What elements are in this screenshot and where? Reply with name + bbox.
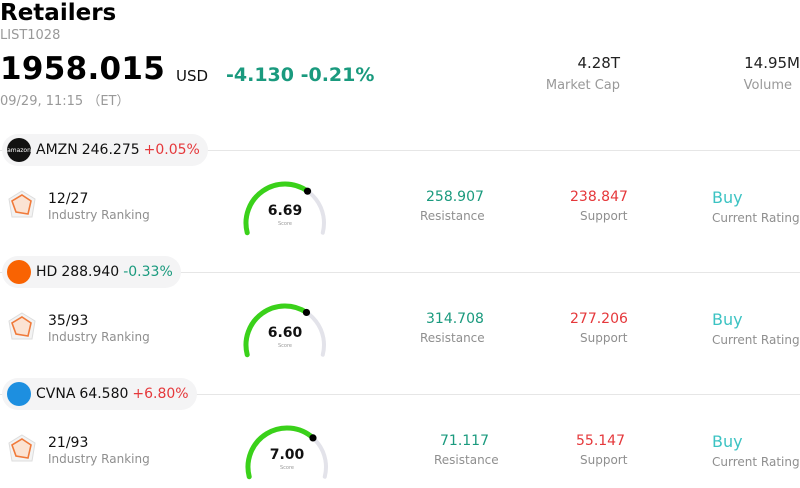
currency-label: USD bbox=[176, 67, 209, 85]
price-change: -4.130 -0.21% bbox=[226, 64, 374, 86]
volume-value: 14.95M bbox=[744, 54, 800, 72]
industry-rank-value: 21/93 bbox=[48, 435, 89, 451]
resistance-value: 258.907 bbox=[426, 189, 484, 205]
section-divider bbox=[0, 394, 800, 395]
industry-rank-value: 12/27 bbox=[48, 191, 89, 207]
price-change-value: -4.130 bbox=[226, 64, 294, 86]
stock-change: +6.80% bbox=[132, 386, 189, 402]
industry-rank-label: Industry Ranking bbox=[48, 330, 150, 344]
company-logo-icon bbox=[7, 382, 31, 406]
company-logo-icon bbox=[7, 260, 31, 284]
support-value: 55.147 bbox=[576, 433, 625, 449]
rating-value[interactable]: Buy bbox=[712, 432, 743, 451]
score-value: 6.69 bbox=[268, 203, 303, 219]
stock-ticker: HD bbox=[36, 264, 58, 280]
support-value: 277.206 bbox=[570, 311, 628, 327]
gauge-fill bbox=[243, 181, 311, 236]
rating-value[interactable]: Buy bbox=[712, 188, 743, 207]
rating-label: Current Rating bbox=[712, 211, 800, 225]
stock-pill[interactable]: HD 288.940 -0.33% bbox=[2, 256, 181, 288]
score-value: 7.00 bbox=[270, 447, 305, 463]
resistance-label: Resistance bbox=[420, 209, 485, 223]
score-label: Score bbox=[280, 465, 294, 471]
price-change-pct: -0.21% bbox=[300, 64, 375, 86]
gauge-fill bbox=[245, 425, 316, 480]
industry-rank-value: 35/93 bbox=[48, 313, 89, 329]
stock-pill[interactable]: amazon AMZN 246.275 +0.05% bbox=[2, 134, 208, 166]
resistance-label: Resistance bbox=[420, 331, 485, 345]
section-divider bbox=[0, 272, 800, 273]
rating-label: Current Rating bbox=[712, 333, 800, 347]
list-code: LIST1028 bbox=[0, 28, 61, 43]
gauge-marker bbox=[303, 187, 312, 195]
page-title: Retailers bbox=[0, 0, 117, 26]
stock-price: 288.940 bbox=[61, 264, 120, 280]
company-logo-text: amazon bbox=[7, 146, 31, 154]
gauge-fill bbox=[243, 303, 309, 358]
support-value: 238.847 bbox=[570, 189, 628, 205]
index-price: 1958.015 bbox=[0, 51, 166, 87]
gauge-marker bbox=[302, 308, 311, 317]
timestamp: 09/29, 11:15 （ET） bbox=[0, 94, 130, 109]
ranking-radar-icon bbox=[8, 312, 36, 340]
stock-price: 64.580 bbox=[79, 386, 129, 402]
market-cap-value: 4.28T bbox=[577, 54, 620, 72]
support-label: Support bbox=[580, 453, 628, 467]
score-label: Score bbox=[278, 343, 292, 349]
stock-change: -0.33% bbox=[123, 264, 173, 280]
ranking-radar-icon bbox=[8, 434, 36, 462]
ranking-radar-icon bbox=[8, 190, 36, 218]
resistance-value: 314.708 bbox=[426, 311, 484, 327]
company-logo-icon: amazon bbox=[7, 138, 31, 162]
score-value: 6.60 bbox=[268, 325, 303, 341]
volume-label: Volume bbox=[743, 78, 792, 93]
industry-rank-label: Industry Ranking bbox=[48, 208, 150, 222]
support-label: Support bbox=[580, 331, 628, 345]
rating-label: Current Rating bbox=[712, 455, 800, 469]
stock-ticker: CVNA bbox=[36, 386, 76, 402]
market-cap-label: Market Cap bbox=[545, 78, 620, 93]
resistance-label: Resistance bbox=[434, 453, 499, 467]
stock-change: +0.05% bbox=[143, 142, 200, 158]
gauge-marker bbox=[309, 434, 317, 442]
resistance-value: 71.117 bbox=[440, 433, 489, 449]
score-label: Score bbox=[278, 221, 292, 227]
support-label: Support bbox=[580, 209, 628, 223]
rating-value[interactable]: Buy bbox=[712, 310, 743, 329]
stock-ticker: AMZN bbox=[36, 142, 78, 158]
section-divider bbox=[0, 150, 800, 151]
industry-rank-label: Industry Ranking bbox=[48, 452, 150, 466]
stock-pill[interactable]: CVNA 64.580 +6.80% bbox=[2, 378, 197, 410]
stock-price: 246.275 bbox=[81, 142, 140, 158]
